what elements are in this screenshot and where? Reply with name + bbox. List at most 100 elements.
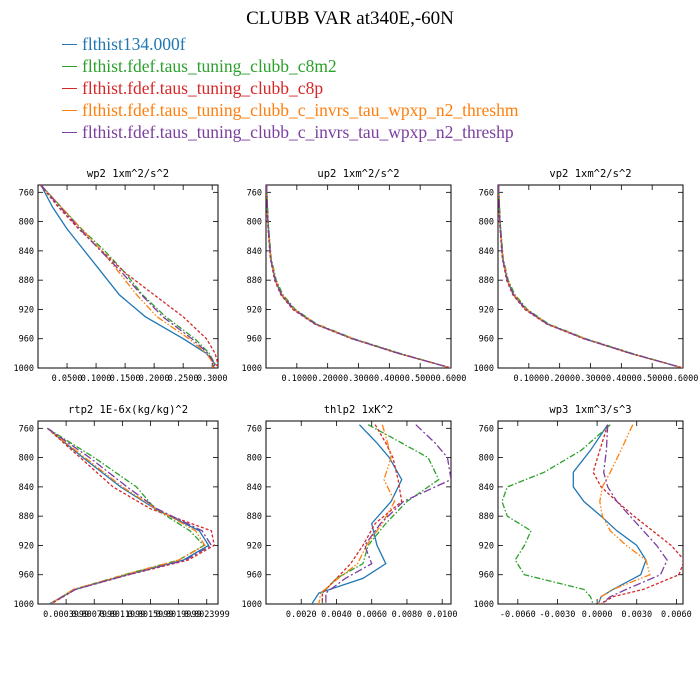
y-tick-label: 960	[479, 335, 494, 345]
series-line	[266, 185, 451, 368]
y-tick-label: 880	[479, 512, 494, 522]
series-line	[47, 427, 213, 604]
x-tick-label: -0.0030	[540, 610, 576, 620]
y-tick-label: 800	[479, 218, 494, 228]
y-tick-label: 1000	[242, 600, 262, 610]
panel-title: vp2 1xm^2/s^2	[549, 168, 631, 180]
x-tick-label: 0.0500	[52, 374, 83, 384]
x-tick-label: 0.0060	[661, 610, 692, 620]
series-line	[40, 185, 215, 368]
series-line	[498, 185, 683, 368]
x-tick-label: 0.5000	[405, 374, 436, 384]
legend-swatch	[62, 66, 77, 68]
x-tick-label: 0.2000	[544, 374, 575, 384]
y-tick-label: 840	[247, 247, 262, 257]
y-tick-label: 760	[479, 188, 494, 198]
y-tick-label: 920	[19, 305, 34, 315]
series-line	[325, 424, 451, 604]
y-tick-label: 960	[479, 571, 494, 581]
x-tick-label: 0.0030	[621, 610, 652, 620]
y-tick-label: 760	[479, 424, 494, 434]
y-tick-label: 800	[19, 454, 34, 464]
y-tick-label: 760	[19, 424, 34, 434]
plot-frame	[497, 420, 684, 605]
page-title: CLUBB VAR at340E,-60N	[246, 8, 454, 29]
legend-item: flthist.fdef.taus_tuning_clubb_c8p	[62, 77, 518, 99]
x-tick-label: 0.3000	[197, 374, 228, 384]
x-tick-label: 0.3000	[343, 374, 374, 384]
legend-swatch	[62, 132, 77, 134]
x-tick-label: 0.3000	[575, 374, 606, 384]
y-tick-label: 800	[247, 454, 262, 464]
x-tick-label: 0.0015999	[127, 610, 173, 620]
y-tick-label: 880	[19, 276, 34, 286]
legend-label: flthist.fdef.taus_tuning_clubb_c_invrs_t…	[82, 122, 514, 142]
x-tick-label: 0.0019999	[156, 610, 202, 620]
y-tick-label: 840	[479, 483, 494, 493]
legend-swatch	[62, 44, 77, 46]
y-tick-label: 800	[19, 218, 34, 228]
y-tick-label: 1000	[242, 364, 262, 374]
series-line	[498, 185, 683, 368]
series-line	[311, 424, 403, 604]
x-tick-label: 0.0011999	[99, 610, 145, 620]
y-tick-label: 1000	[14, 600, 34, 610]
y-tick-label: 920	[247, 305, 262, 315]
legend-swatch	[62, 110, 77, 112]
x-tick-label: 0.4000	[606, 374, 637, 384]
y-tick-label: 880	[247, 276, 262, 286]
y-tick-label: 960	[19, 571, 34, 581]
x-tick-label: 0.1000	[513, 374, 544, 384]
y-tick-label: 1000	[474, 364, 494, 374]
legend: flthist134.000f flthist.fdef.taus_tuning…	[62, 33, 518, 143]
y-tick-label: 920	[479, 305, 494, 315]
panel-title: thlp2 1xK^2	[324, 404, 394, 416]
series-line	[597, 424, 651, 604]
y-tick-label: 880	[247, 512, 262, 522]
x-tick-label: 0.2000	[139, 374, 170, 384]
x-tick-label: 0.0000	[582, 610, 613, 620]
x-tick-label: 0.0020	[286, 610, 317, 620]
y-tick-label: 960	[247, 335, 262, 345]
x-tick-label: 0.0040	[321, 610, 352, 620]
plot-frame	[37, 184, 219, 369]
panel-title: rtp2 1E-6x(kg/kg)^2	[68, 404, 188, 416]
x-tick-label: 0.0023999	[184, 610, 230, 620]
x-tick-label: 0.0060	[356, 610, 387, 620]
x-tick-label: -0.0060	[500, 610, 536, 620]
y-tick-label: 920	[19, 541, 34, 551]
y-tick-label: 760	[247, 424, 262, 434]
series-line	[46, 427, 216, 604]
series-line	[47, 427, 205, 604]
y-tick-label: 920	[479, 541, 494, 551]
legend-label: flthist.fdef.taus_tuning_clubb_c8p	[82, 78, 324, 98]
legend-swatch	[62, 88, 77, 90]
y-tick-label: 1000	[14, 364, 34, 374]
plot-frame	[37, 420, 219, 605]
series-line	[572, 424, 647, 604]
legend-label: flthist.fdef.taus_tuning_clubb_c8m2	[82, 56, 337, 76]
series-line	[46, 427, 210, 604]
panel-title: wp2 1xm^2/s^2	[87, 168, 169, 180]
series-line	[266, 185, 451, 368]
x-tick-label: 0.6000	[436, 374, 467, 384]
series-line	[318, 424, 396, 604]
legend-item: flthist.fdef.taus_tuning_clubb_c8m2	[62, 55, 518, 77]
series-line	[266, 185, 451, 368]
panel-title: up2 1xm^2/s^2	[317, 168, 399, 180]
series-line	[40, 185, 216, 368]
y-tick-label: 800	[479, 454, 494, 464]
series-line	[39, 185, 218, 368]
y-tick-label: 880	[479, 276, 494, 286]
x-tick-label: 0.2000	[312, 374, 343, 384]
y-tick-label: 960	[19, 335, 34, 345]
x-tick-label: 0.5000	[637, 374, 668, 384]
y-tick-label: 760	[247, 188, 262, 198]
series-line	[600, 424, 668, 604]
y-tick-label: 840	[247, 483, 262, 493]
y-tick-label: 840	[19, 247, 34, 257]
legend-item: flthist.fdef.taus_tuning_clubb_c_invrs_t…	[62, 121, 518, 143]
y-tick-label: 840	[19, 483, 34, 493]
legend-item: flthist134.000f	[62, 33, 518, 55]
